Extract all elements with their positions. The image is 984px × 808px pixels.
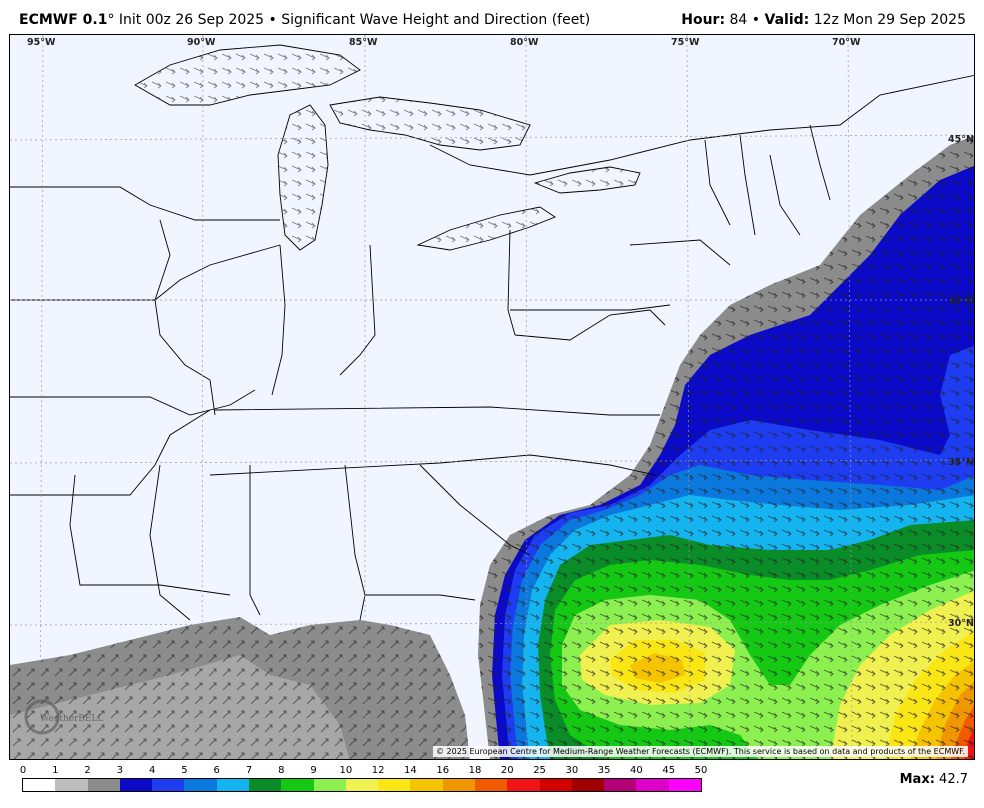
legend-swatch <box>668 779 701 791</box>
legend-tick-label: 18 <box>468 765 482 776</box>
header-bar: ECMWF 0.1° Init 00z 26 Sep 2025 • Signif… <box>0 0 984 34</box>
hour-label: Hour: <box>681 12 726 28</box>
graticule <box>10 35 974 759</box>
lon-label-90w: 90°W <box>187 37 216 48</box>
legend-swatch <box>119 779 153 791</box>
lon-label-95w: 95°W <box>27 37 56 48</box>
great-lakes-arrows <box>135 45 640 250</box>
legend-tick-label: 5 <box>181 765 188 776</box>
legend-tick-label: 40 <box>630 765 643 776</box>
legend-tick-label: 30 <box>565 765 579 776</box>
legend-swatch <box>184 779 217 791</box>
init-time: Init 00z 26 Sep 2025 <box>118 12 265 28</box>
longitude-labels: 95°W 90°W 85°W 80°W 75°W 70°W <box>27 37 861 48</box>
legend-tick-label: 35 <box>597 765 611 776</box>
weatherbell-logo: WeatherBELL <box>24 699 103 735</box>
legend-tick-label: 16 <box>436 765 450 776</box>
legend-tick-label: 0 <box>19 765 27 776</box>
legend-swatch <box>87 779 120 791</box>
product-name: Significant Wave Height and Direction (f… <box>281 12 591 28</box>
max-label: Max: <box>899 772 935 787</box>
legend-tick-label: 1 <box>52 765 59 776</box>
legend-swatch <box>539 779 572 791</box>
legend-tick-label: 10 <box>339 765 353 776</box>
legend-tick-label: 3 <box>116 765 124 776</box>
legend-swatch <box>474 779 508 791</box>
lon-label-80w: 80°W <box>510 37 539 48</box>
state-borders <box>10 74 974 621</box>
legend-tick-label: 4 <box>148 765 156 776</box>
legend-tick-label: 8 <box>278 765 285 776</box>
legend-swatch <box>345 779 379 791</box>
model-degree: ° <box>107 12 115 28</box>
legend-tick-label: 9 <box>310 765 317 776</box>
color-legend: 0 1 2 3 4 5 6 7 8 9 10 12 14 16 18 20 25 30 35 40 45 50 <box>19 765 722 792</box>
legend-swatch <box>442 779 475 791</box>
title-separator: • <box>268 12 277 28</box>
lat-label-45n: 45°N <box>948 134 974 145</box>
lat-label-40n: 40°N <box>948 296 974 307</box>
valid-value: 12z Mon 29 Sep 2025 <box>813 12 966 28</box>
atlantic-wave-arrows <box>478 135 974 759</box>
lon-label-70w: 70°W <box>832 37 861 48</box>
legend-swatch <box>378 779 411 791</box>
legend-swatch <box>248 779 282 791</box>
wave-height-map: 95°W 90°W 85°W 80°W 75°W 70°W 45°N 40°N … <box>9 34 975 760</box>
legend-tick-label: 12 <box>371 765 385 776</box>
legend-tick-label: 25 <box>533 765 546 776</box>
legend-color-bar <box>22 778 702 792</box>
lat-label-35n: 35°N <box>948 457 974 468</box>
legend-swatch <box>604 779 637 791</box>
legend-swatch <box>313 779 346 791</box>
hour-value: 84 <box>729 12 748 28</box>
logo-text: WeatherBELL <box>40 714 103 724</box>
legend-swatch <box>152 779 185 791</box>
model-name: ECMWF 0.1 <box>19 12 108 28</box>
lon-label-75w: 75°W <box>671 37 700 48</box>
legend-swatch <box>216 779 249 791</box>
legend-tick-label: 45 <box>662 765 676 776</box>
copyright-notice: © 2025 European Centre for Medium-Range … <box>433 746 968 757</box>
legend-tick-label: 20 <box>500 765 514 776</box>
product-title: ECMWF 0.1° Init 00z 26 Sep 2025 • Signif… <box>19 12 590 28</box>
gulf-wave-arrows <box>10 617 470 759</box>
legend-tick-label: 2 <box>84 765 91 776</box>
legend-swatch <box>410 779 443 791</box>
legend-swatch <box>636 779 669 791</box>
title-separator-2: • <box>751 12 761 28</box>
legend-swatch <box>507 779 540 791</box>
legend-tick-label: 50 <box>694 765 708 776</box>
lat-label-30n: 30°N <box>948 618 974 629</box>
legend-swatch <box>23 779 56 791</box>
max-number: 42.7 <box>939 772 968 787</box>
valid-label: Valid: <box>764 12 810 28</box>
legend-swatch <box>281 779 314 791</box>
legend-tick-label: 7 <box>245 765 253 776</box>
lon-label-85w: 85°W <box>349 37 378 48</box>
map-canvas: 95°W 90°W 85°W 80°W 75°W 70°W 45°N 40°N … <box>10 35 974 759</box>
latitude-labels: 45°N 40°N 35°N 30°N <box>948 134 974 629</box>
legend-tick-label: 14 <box>404 765 417 776</box>
legend-swatch <box>571 779 605 791</box>
legend-tick-labels: 0 1 2 3 4 5 6 7 8 9 10 12 14 16 18 20 25 30 35 40 45 50 <box>19 765 722 778</box>
legend-swatch <box>55 779 88 791</box>
max-value: Max: 42.7 <box>900 772 968 787</box>
legend-tick-label: 6 <box>213 765 220 776</box>
valid-time-info: Hour: 84 • Valid: 12z Mon 29 Sep 2025 <box>681 12 966 28</box>
